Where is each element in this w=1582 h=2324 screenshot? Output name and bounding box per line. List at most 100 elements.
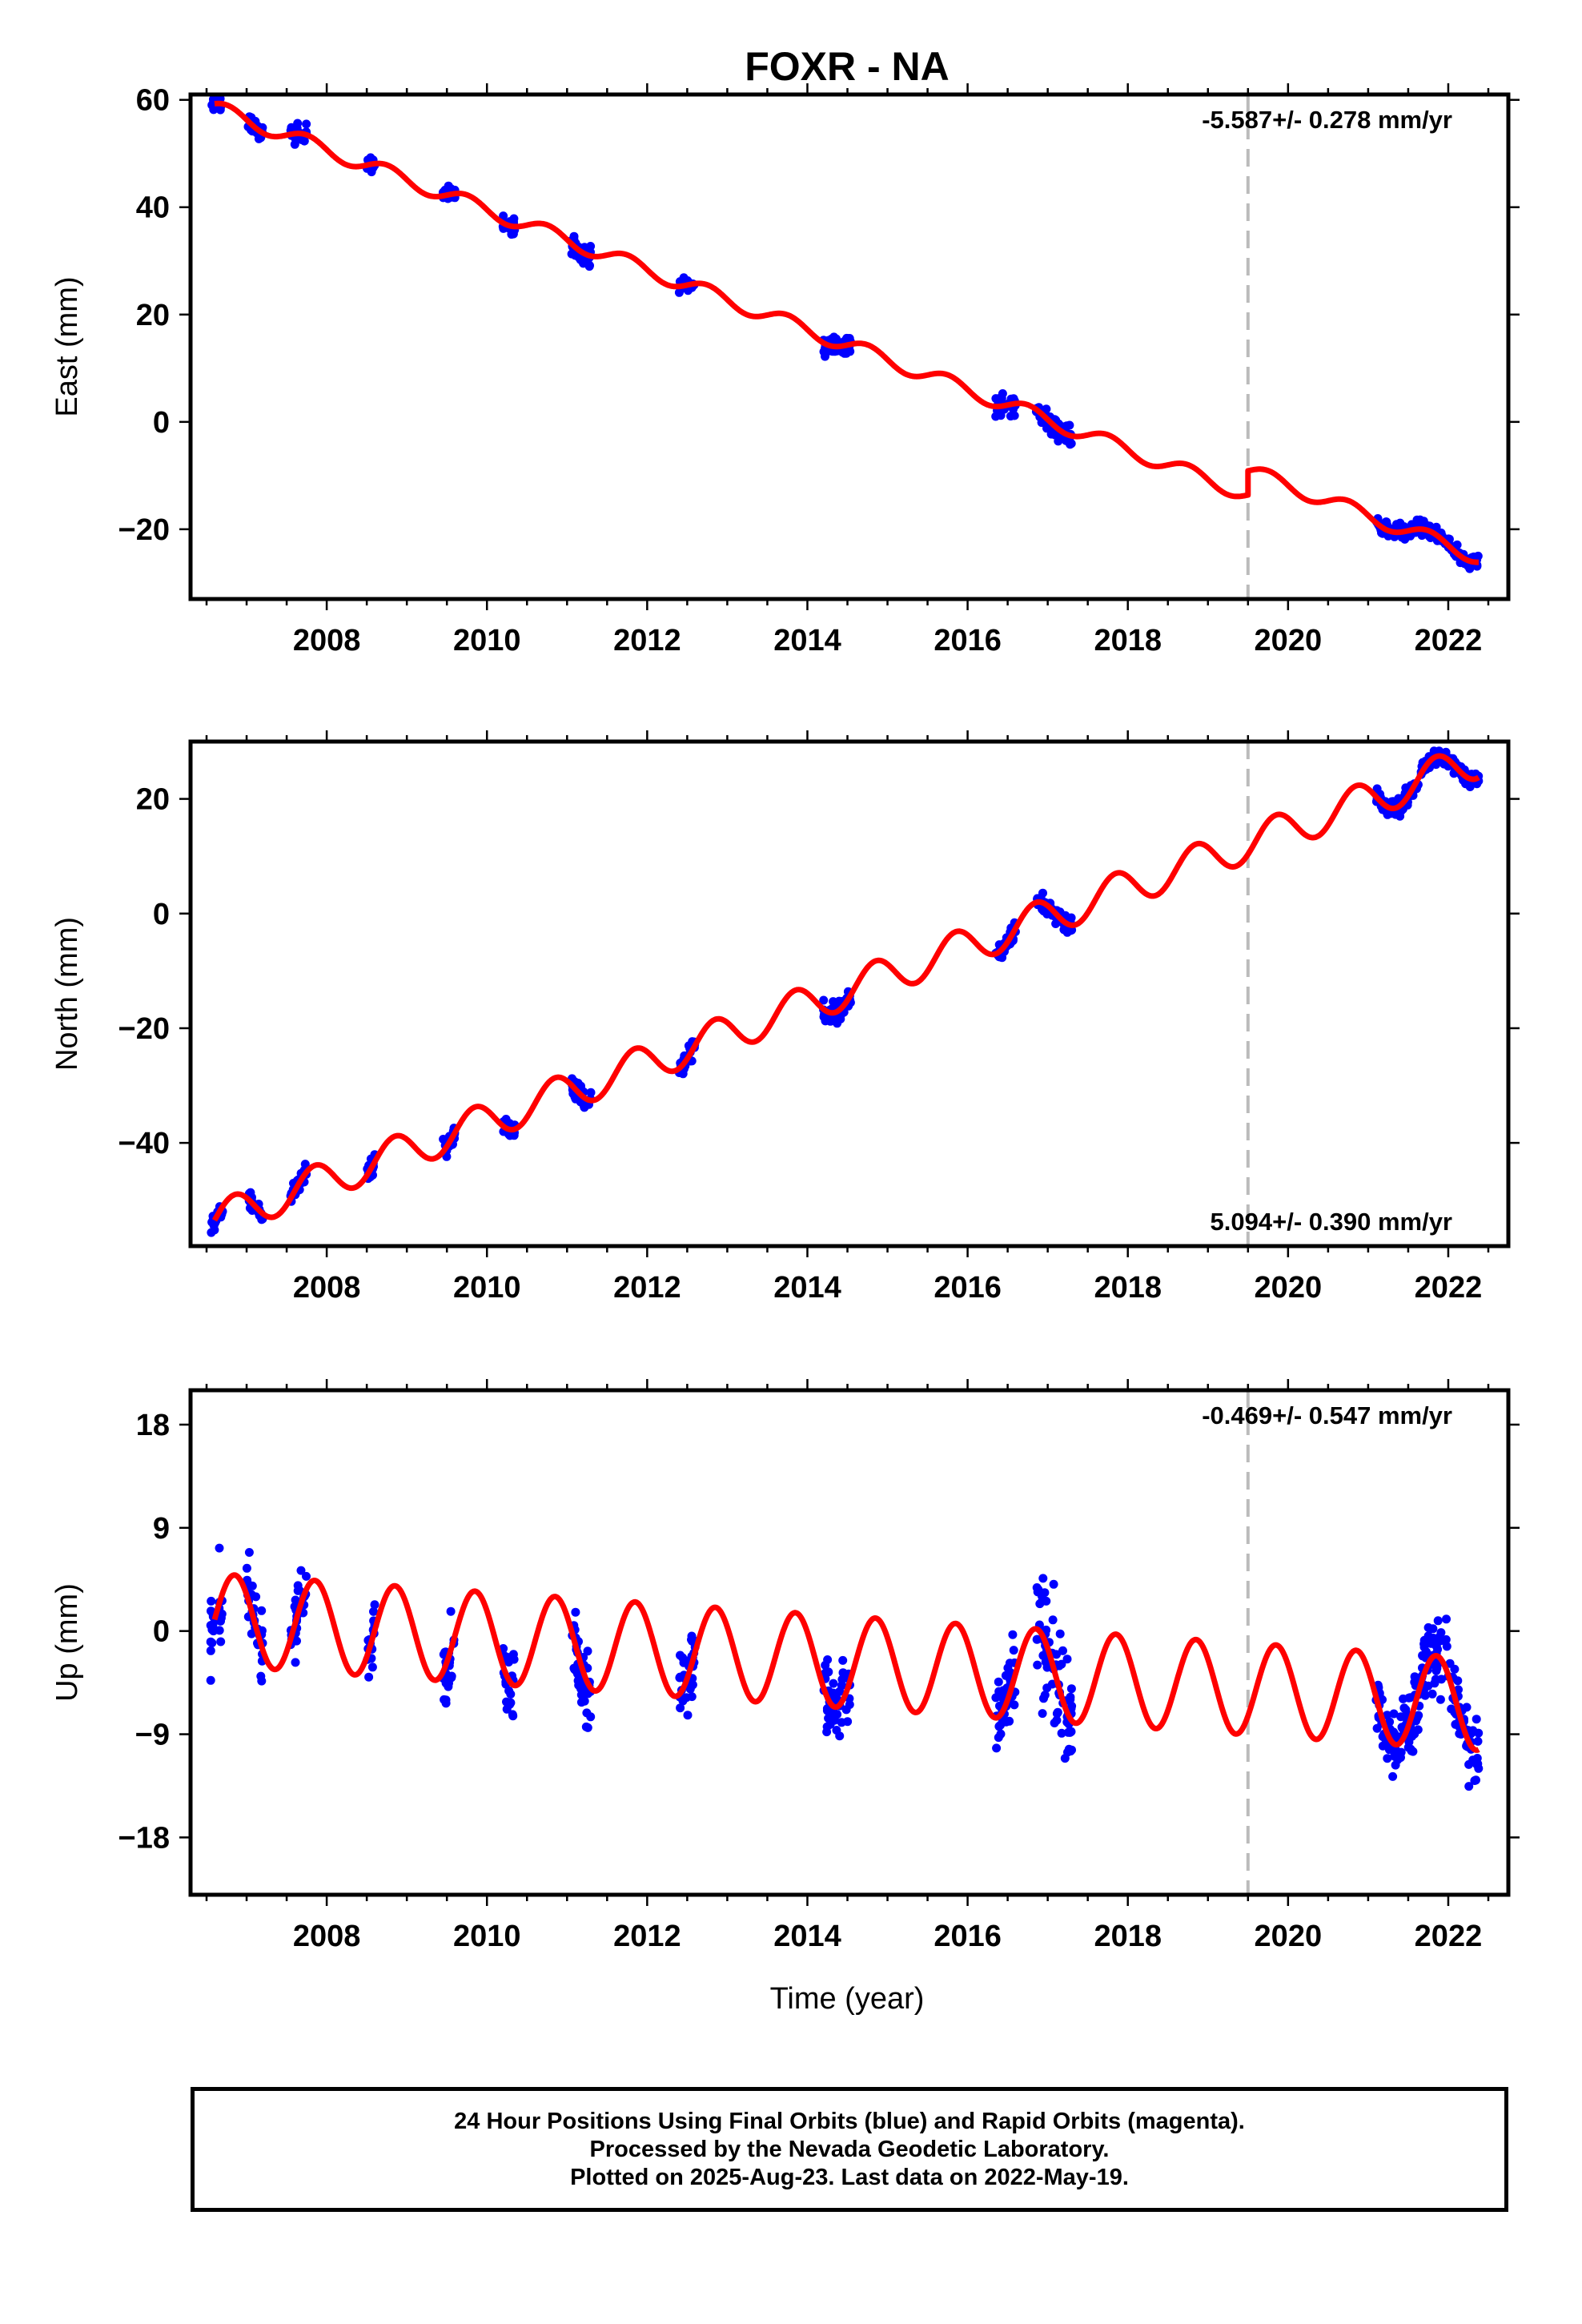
- x-tick-label: 2010: [453, 624, 521, 657]
- data-point: [1419, 1642, 1429, 1652]
- panels: 2008 2010 2012 2014 2016 2018 2020 2022−2002040…: [50, 83, 1520, 1953]
- data-point: [994, 1687, 1004, 1696]
- y-tick-label: 0: [153, 1615, 170, 1649]
- data-point: [508, 1653, 517, 1663]
- footer-line-3: Plotted on 2025-Aug-23. Last data on 202…: [570, 2164, 1129, 2190]
- data-point: [1445, 1659, 1455, 1668]
- data-point: [829, 1679, 838, 1688]
- data-point: [1388, 1771, 1398, 1781]
- data-point: [829, 1708, 839, 1718]
- data-point: [1038, 1709, 1047, 1719]
- y-tick-label: 0: [153, 898, 170, 931]
- data-point: [1472, 1715, 1481, 1724]
- data-point: [1433, 1616, 1443, 1626]
- rate-label: 5.094+/- 0.390 mm/yr: [1211, 1208, 1452, 1236]
- data-point: [206, 1637, 215, 1647]
- y-tick-label: −20: [118, 1012, 170, 1046]
- data-point: [506, 1698, 516, 1707]
- x-tick-label: 2008: [293, 1920, 361, 1953]
- data-point: [1427, 1689, 1437, 1699]
- data-point: [1403, 1743, 1413, 1752]
- x-tick-label: 2020: [1255, 1271, 1323, 1305]
- data-point: [247, 1629, 256, 1638]
- footer-line-1: 24 Hour Positions Using Final Orbits (bl…: [454, 2108, 1245, 2134]
- data-point: [586, 1088, 596, 1097]
- x-tick-label: 2008: [293, 1271, 361, 1305]
- data-point: [244, 1548, 254, 1557]
- data-point: [207, 1228, 216, 1237]
- x-tick-label: 2022: [1415, 1920, 1483, 1953]
- data-point: [830, 1715, 840, 1725]
- data-point: [1428, 1624, 1438, 1634]
- model-curve: [211, 753, 1481, 1222]
- data-point: [1008, 1630, 1018, 1639]
- data-point: [1040, 1588, 1050, 1598]
- model-curve: [212, 100, 1481, 565]
- data-point: [832, 334, 841, 344]
- data-point: [1066, 439, 1076, 448]
- data-point: [1435, 1695, 1445, 1704]
- data-points: [207, 94, 1483, 573]
- y-tick-label: −20: [118, 513, 170, 547]
- x-tick-label: 2018: [1094, 624, 1162, 657]
- data-point: [1062, 1655, 1072, 1664]
- data-point: [837, 1718, 846, 1727]
- data-point: [251, 1592, 261, 1602]
- x-tick-label: 2012: [613, 1920, 681, 1953]
- data-point: [1383, 810, 1392, 819]
- data-point: [841, 1705, 851, 1715]
- data-point: [829, 1688, 838, 1698]
- data-point: [1032, 1583, 1042, 1592]
- y-axis-label: North (mm): [50, 917, 84, 1071]
- x-tick-label: 2020: [1255, 624, 1323, 657]
- data-point: [206, 1646, 215, 1655]
- x-tick-label: 2022: [1415, 1271, 1483, 1305]
- x-tick-label: 2016: [934, 1920, 1002, 1953]
- data-point: [1054, 436, 1063, 446]
- data-point: [499, 211, 508, 221]
- panel-east: 2008 2010 2012 2014 2016 2018 2020 2022 −20 0 20 40…: [50, 83, 1520, 657]
- data-point: [1052, 1709, 1062, 1719]
- data-point: [1442, 1614, 1451, 1624]
- data-point: [242, 1563, 251, 1573]
- data-point: [1046, 429, 1056, 439]
- data-point: [1066, 1684, 1076, 1694]
- data-point: [1067, 1745, 1076, 1755]
- data-point: [821, 1668, 830, 1678]
- y-tick-label: −40: [118, 1127, 170, 1160]
- data-point: [688, 1680, 697, 1690]
- data-point: [295, 1586, 304, 1595]
- data-point: [291, 1595, 300, 1605]
- data-point: [1411, 1716, 1421, 1726]
- x-axis-label: Time (year): [770, 1982, 925, 2016]
- x-tick-label: 2018: [1094, 1920, 1162, 1953]
- data-point: [1066, 1727, 1074, 1737]
- x-tick-label: 2012: [613, 624, 681, 657]
- data-point: [1055, 1629, 1065, 1638]
- plot-frame: [188, 92, 1511, 601]
- data-point: [1419, 1651, 1428, 1661]
- x-tick-label: 2016: [934, 1271, 1002, 1305]
- plot-frame: [188, 739, 1511, 1248]
- x-tick-label: 2012: [613, 1271, 681, 1305]
- data-point: [1468, 1755, 1478, 1765]
- data-point: [508, 229, 518, 239]
- data-point: [1010, 1700, 1019, 1710]
- data-point: [581, 1722, 591, 1731]
- data-point: [291, 1658, 300, 1667]
- data-point: [583, 1647, 592, 1656]
- data-point: [302, 119, 311, 129]
- data-point: [256, 1671, 266, 1681]
- x-tick-label: 2014: [773, 624, 841, 657]
- rate-label: -0.469+/- 0.547 mm/yr: [1202, 1401, 1452, 1429]
- panel-up: 2008 2010 2012 2014 2016 2018 2020 2022 −18 −9 0 9 1…: [50, 1379, 1520, 1953]
- data-point: [367, 1663, 377, 1672]
- data-point: [1372, 1723, 1382, 1733]
- data-point: [1472, 1775, 1480, 1785]
- data-point: [370, 1600, 379, 1610]
- rate-label: -5.587+/- 0.278 mm/yr: [1202, 106, 1452, 134]
- data-point: [1042, 404, 1051, 414]
- data-point: [1049, 1579, 1058, 1589]
- data-point: [216, 1637, 226, 1647]
